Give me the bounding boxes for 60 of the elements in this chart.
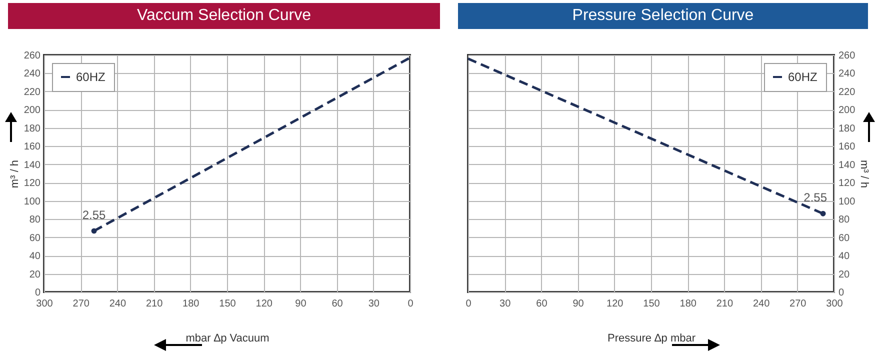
x-tick-label: 0 [408, 298, 414, 310]
y-tick-label: 0 [34, 288, 41, 298]
x-tick-label: 90 [295, 298, 307, 310]
y2-tick-label: 20 [838, 269, 850, 280]
x-tick-label: 0 [466, 298, 472, 310]
y2-tick-label: 40 [838, 251, 850, 262]
x-tick-label: 150 [643, 298, 660, 310]
y2-tick-label: 80 [838, 214, 850, 226]
y-tick-label: 220 [24, 86, 41, 98]
x-tick-label: 240 [109, 298, 126, 310]
y2-tick-label: 200 [838, 105, 856, 116]
annotation: 2.55 [82, 208, 106, 222]
legend-label: 60HZ [788, 70, 818, 84]
annotation: 2.55 [804, 190, 828, 205]
y-tick-label: 40 [29, 251, 41, 262]
x-tick-label: 180 [680, 298, 697, 310]
y-tick-label: 20 [29, 269, 41, 280]
x-tick-label: 30 [368, 298, 380, 310]
x-tick-label: 210 [716, 298, 734, 310]
y-tick-label: 80 [29, 214, 41, 226]
x-tick-label: 90 [572, 298, 584, 310]
y2-tick-label: 100 [838, 196, 856, 208]
x-tick-label: 120 [606, 298, 624, 310]
x-tick-label: 120 [256, 298, 273, 310]
x-tick-label: 60 [536, 298, 548, 310]
y2-tick-label: 120 [838, 178, 856, 190]
chart-title: Vaccum Selection Curve [8, 3, 440, 29]
y-tick-label: 100 [24, 196, 41, 208]
y2-axis-title: m³ / h [858, 160, 870, 188]
x-tick-label: 300 [36, 298, 54, 310]
x-tick-label: 210 [146, 298, 164, 310]
y2-tick-label: 0 [838, 288, 844, 298]
y-tick-label: 200 [24, 105, 41, 116]
x-tick-label: 150 [219, 298, 236, 310]
y-tick-label: 160 [24, 142, 41, 153]
y-tick-label: 180 [24, 123, 41, 134]
y2-tick-label: 60 [838, 232, 850, 244]
x-tick-label: 30 [500, 298, 512, 310]
legend-label: 60HZ [76, 70, 106, 84]
y2-tick-label: 180 [838, 123, 856, 134]
y-axis-title: m³ / h [8, 160, 21, 188]
y-tick-label: 240 [24, 68, 41, 80]
y-tick-label: 140 [24, 160, 41, 171]
chart-title: Pressure Selection Curve [458, 3, 868, 29]
x-tick-label: 270 [790, 298, 807, 310]
x-axis-title: mbar ∆p Vacuum [186, 332, 270, 344]
x-tick-label: 240 [752, 298, 770, 310]
y2-tick-label: 220 [838, 86, 856, 98]
y-tick-label: 60 [29, 232, 41, 244]
y2-tick-label: 260 [838, 50, 856, 62]
y-tick-label: 260 [24, 50, 41, 62]
y-tick-label: 120 [24, 178, 41, 190]
x-tick-label: 60 [332, 298, 344, 310]
y2-tick-label: 140 [838, 160, 856, 171]
x-tick-label: 180 [182, 298, 200, 310]
x-tick-label: 300 [826, 298, 844, 310]
x-axis-title: Pressure ∆p mbar [607, 332, 696, 344]
x-tick-label: 270 [72, 298, 90, 310]
y2-tick-label: 160 [838, 142, 856, 153]
y2-tick-label: 240 [838, 68, 856, 80]
